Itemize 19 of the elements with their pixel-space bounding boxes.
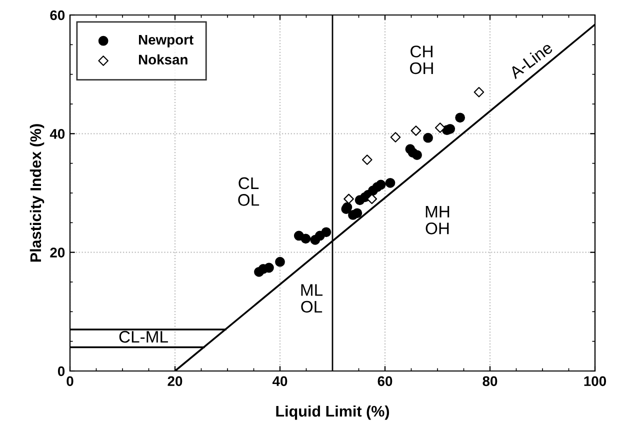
x-tick-label: 40: [272, 376, 288, 386]
annotation: CL OL: [238, 177, 260, 206]
annotation: ML OL: [301, 284, 323, 313]
annotation: MH OH: [426, 206, 450, 234]
x-tick-label: 80: [482, 376, 498, 386]
x-tick-label: 100: [584, 376, 606, 386]
y-axis-title: Plasticity Index (%): [30, 124, 44, 262]
y-tick-label: 0: [58, 366, 65, 376]
y-tick-label: 60: [50, 10, 65, 20]
y-tick-label: 40: [50, 129, 65, 139]
x-tick-label: 60: [378, 376, 392, 386]
legend-label: Newport: [138, 34, 194, 48]
annotation: CH OH: [410, 46, 433, 74]
annotation: CL-ML: [119, 330, 168, 343]
legend-label: Noksan: [138, 54, 188, 65]
x-tick-label: 0: [66, 376, 74, 386]
x-axis-title: Liquid Limit (%): [276, 405, 390, 420]
x-tick-label: 20: [168, 376, 182, 386]
y-tick-label: 20: [50, 248, 65, 258]
